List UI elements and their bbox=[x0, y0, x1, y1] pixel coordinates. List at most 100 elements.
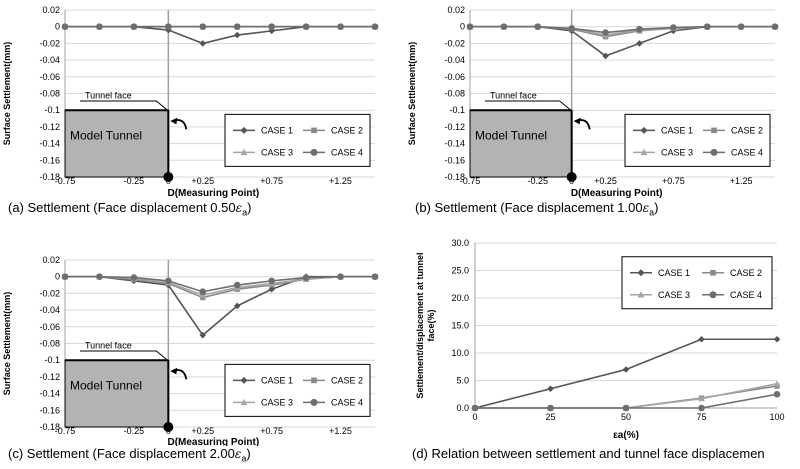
face-push-arrowhead bbox=[170, 117, 178, 125]
legend-marker bbox=[240, 398, 248, 406]
legend-marker bbox=[311, 127, 317, 134]
chart-b: 0.02 0 -0.02 -0.04 -0.06 -0.08 -0.1 -0.12 -0.14 -… bbox=[407, 5, 779, 198]
y-tick-label: -0.16 bbox=[444, 155, 465, 165]
y-tick-label: -0.12 bbox=[39, 372, 60, 382]
legend-label: CASE 2 bbox=[331, 375, 363, 385]
legend-label: CASE 4 bbox=[730, 290, 762, 300]
data-point bbox=[199, 23, 207, 31]
data-point bbox=[61, 273, 69, 280]
y-tick-label: -0.16 bbox=[39, 155, 60, 165]
legend-label: CASE 1 bbox=[661, 125, 693, 135]
legend-label: CASE 4 bbox=[331, 397, 363, 407]
y-tick-label: -0.04 bbox=[39, 55, 60, 65]
data-point bbox=[602, 52, 609, 60]
data-point bbox=[199, 40, 207, 47]
tunnel-face-leader bbox=[80, 350, 167, 360]
caption-d: (d) Relation between settlement and tunn… bbox=[412, 446, 765, 461]
data-point bbox=[233, 31, 241, 39]
data-point bbox=[636, 25, 643, 33]
y-tick-label: -0.08 bbox=[444, 89, 465, 99]
y-axis-title: Settlement/displacement at tunnelface(%) bbox=[415, 252, 436, 398]
model-tunnel-label: Model Tunnel bbox=[70, 378, 142, 392]
series-line bbox=[474, 338, 777, 409]
y-axis-title: Surface Settlement(mm) bbox=[407, 42, 417, 146]
legend-item-case-2: CASE 2 bbox=[303, 125, 363, 135]
data-point bbox=[622, 404, 630, 412]
data-point bbox=[698, 404, 705, 412]
data-point bbox=[165, 277, 172, 285]
data-point bbox=[337, 23, 344, 31]
data-point bbox=[130, 274, 138, 281]
x-tick-label: +0.25 bbox=[191, 426, 214, 436]
legend-marker bbox=[710, 269, 716, 276]
x-tick-label: -0.25 bbox=[528, 176, 549, 186]
caption-b-text: (b) Settlement (Face displacement 1.00 bbox=[415, 200, 643, 215]
data-point bbox=[61, 23, 69, 31]
legend-label: CASE 3 bbox=[261, 397, 293, 407]
chart-a: 0.02 0 -0.02 -0.04 -0.06 -0.08 -0.1 -0.12 -0.14 -… bbox=[2, 5, 379, 198]
legend-label: CASE 1 bbox=[261, 125, 293, 135]
x-tick-label: 50 bbox=[621, 412, 631, 422]
y-tick-label: 30.0 bbox=[451, 238, 469, 248]
legend-item-case-1: CASE 1 bbox=[630, 268, 690, 278]
x-axis-title: D(Measuring Point) bbox=[167, 188, 259, 198]
caption-b: (b) Settlement (Face displacement 1.00εa… bbox=[415, 200, 658, 218]
x-tick-label: -0.75 bbox=[55, 426, 76, 436]
data-point bbox=[268, 277, 275, 285]
y-tick-label: -0.18 bbox=[39, 172, 60, 182]
y-tick-label: -0.02 bbox=[39, 288, 60, 298]
y-tick-label: 25.0 bbox=[451, 266, 469, 276]
data-point bbox=[534, 23, 542, 31]
y-tick-label: -0.1 bbox=[44, 355, 60, 365]
y-tick-label: -0.06 bbox=[39, 322, 60, 332]
y-tick-label: 0.02 bbox=[42, 255, 60, 265]
x-tick-label: +0.75 bbox=[260, 426, 283, 436]
legend-label: CASE 3 bbox=[658, 290, 690, 300]
data-point bbox=[96, 273, 103, 280]
caption-b-close: ) bbox=[654, 200, 659, 215]
legend-item-case-4: CASE 4 bbox=[303, 147, 363, 157]
data-point bbox=[466, 23, 474, 31]
x-tick-label: +1.25 bbox=[329, 176, 352, 186]
face-push-arrowhead bbox=[170, 367, 178, 375]
y-tick-label: -0.04 bbox=[444, 55, 465, 65]
caption-a-epsilon: ε bbox=[235, 201, 243, 215]
y-tick-label: -0.18 bbox=[444, 172, 465, 182]
data-point bbox=[233, 23, 241, 31]
y-tick-label: -0.1 bbox=[44, 105, 60, 115]
legend-box bbox=[624, 113, 771, 167]
data-point bbox=[737, 23, 745, 31]
series-case-1 bbox=[466, 23, 779, 60]
model-tunnel-box bbox=[64, 359, 169, 428]
data-point bbox=[302, 274, 310, 281]
series-line bbox=[65, 275, 375, 296]
data-point bbox=[773, 380, 781, 387]
series-case-4 bbox=[61, 273, 379, 296]
y-tick-label: -0.06 bbox=[39, 72, 60, 82]
legend-marker bbox=[637, 291, 645, 298]
y-tick-label: -0.18 bbox=[39, 422, 60, 432]
caption-c: (c) Settlement (Face displacement 2.00εa… bbox=[8, 446, 251, 464]
model-tunnel-box bbox=[64, 109, 169, 178]
legend-label: CASE 3 bbox=[261, 147, 293, 157]
legend-item-case-3: CASE 3 bbox=[630, 290, 690, 300]
series-line bbox=[470, 25, 775, 38]
x-tick-label: +0.75 bbox=[260, 176, 283, 186]
x-axis-title: D(Measuring Point) bbox=[167, 437, 259, 446]
series-case-4 bbox=[471, 390, 781, 412]
data-point bbox=[268, 285, 275, 293]
tunnel-face-label: Tunnel face bbox=[490, 91, 537, 101]
y-tick-label: 0 bbox=[460, 22, 465, 32]
y-axis-title: Surface Settlement(mm) bbox=[2, 292, 12, 396]
x-tick-label: +0.25 bbox=[594, 176, 617, 186]
y-tick-label: -0.12 bbox=[39, 122, 60, 132]
chart-c: 0.02 0 -0.02 -0.04 -0.06 -0.08 -0.1 -0.12 -0.14 -… bbox=[2, 255, 379, 446]
y-tick-label: 0 bbox=[55, 22, 60, 32]
data-point bbox=[773, 335, 781, 343]
y-tick-label: -0.16 bbox=[39, 405, 60, 415]
legend-item-case-1: CASE 1 bbox=[233, 125, 293, 135]
data-point bbox=[337, 273, 344, 280]
x-tick-label: -0.25 bbox=[124, 176, 145, 186]
y-axis-title: Surface Settlement(mm) bbox=[2, 42, 12, 146]
x-tick-label: +1.25 bbox=[329, 426, 352, 436]
